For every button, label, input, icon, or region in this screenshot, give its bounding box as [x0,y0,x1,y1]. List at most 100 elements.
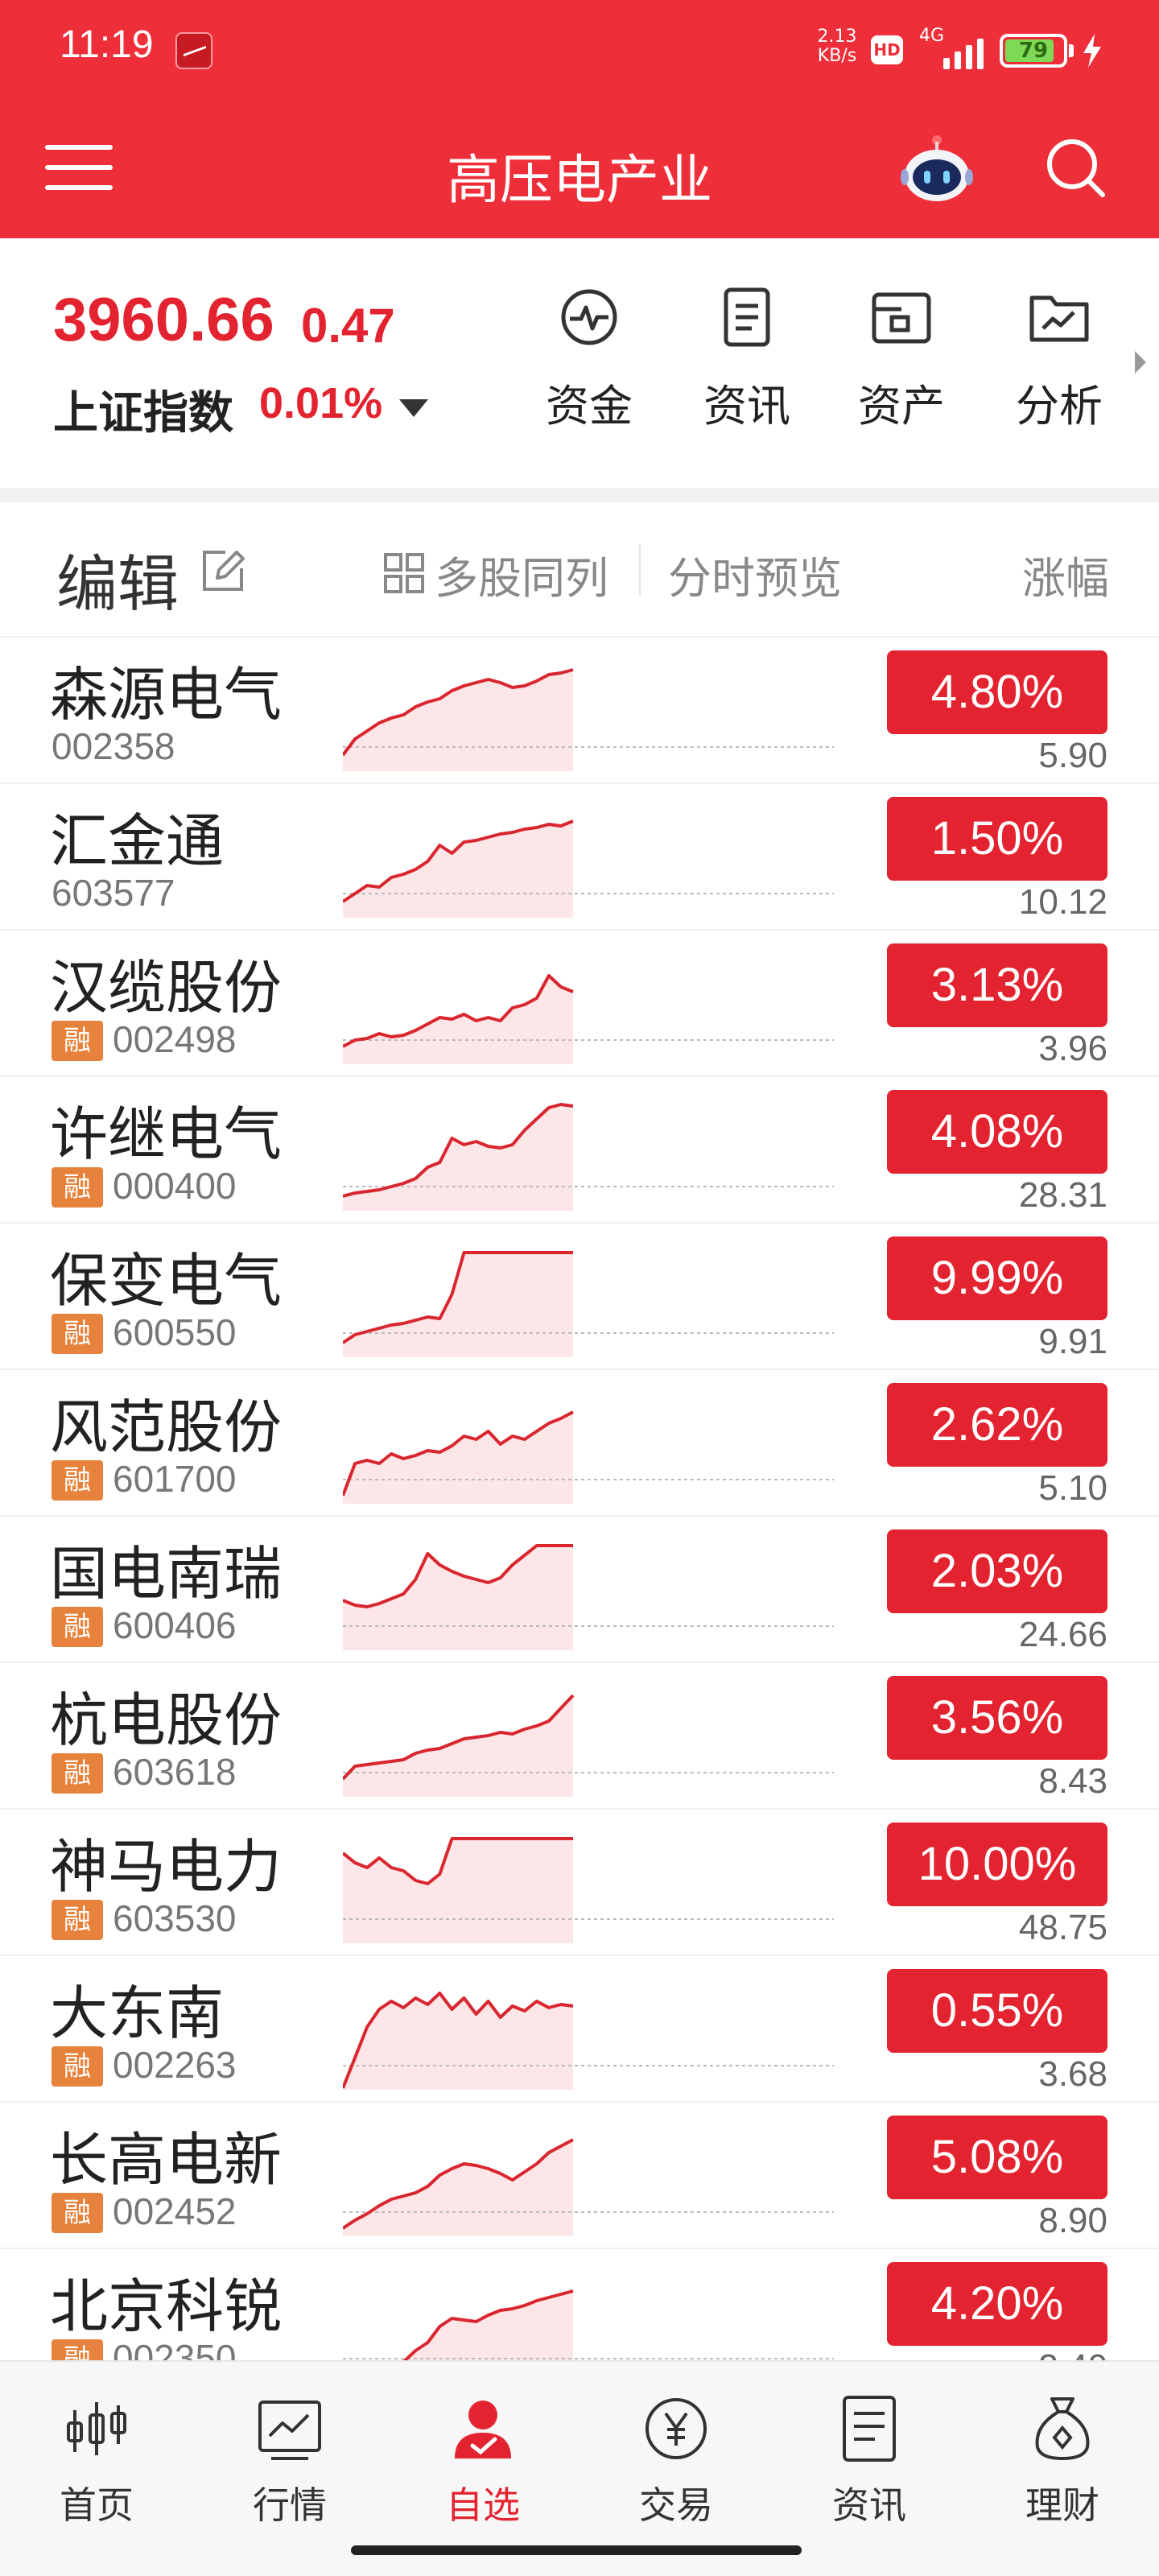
nav-label: 理财 [1025,2483,1099,2527]
home-indicator[interactable] [351,2545,802,2555]
intraday-sparkline [343,819,834,918]
grid-icon[interactable] [383,552,425,594]
change-percent-button[interactable]: 2.03% [887,1530,1107,1613]
intraday-sparkline [343,1251,834,1357]
change-percent-button[interactable]: 9.99% [887,1236,1107,1320]
quick-action-assets[interactable]: 资产 [837,287,966,434]
nav-market[interactable]: 行情 [193,2394,386,2529]
sparkline-line [343,1694,575,1781]
stock-name: 保变电气 [50,1247,283,1315]
sparkline-line [343,1251,573,1344]
change-percent-button[interactable]: 0.55% [887,1969,1107,2053]
signal-icon [919,32,988,69]
nav-label: 首页 [60,2483,134,2527]
nav-label: 行情 [253,2483,327,2527]
stock-row[interactable]: 大东南 融 002263 0.55% 3.68 [0,1956,1159,2103]
intraday-preview-button[interactable]: 分时预览 [668,553,842,604]
more-actions-arrow-icon[interactable] [1135,351,1146,374]
status-bar: 11:19 2.13 KB/s HD 4G 79 [0,0,1159,97]
stock-code: 600406 [113,1604,237,1646]
sparkline-line [402,2289,574,2360]
change-percent-button[interactable]: 10.00% [887,1823,1107,1906]
sparkline-line [343,974,574,1048]
stock-row[interactable]: 汇金通 603577 1.50% 10.12 [0,784,1159,931]
app-notification-icon [175,32,212,69]
news-doc-icon [843,2396,896,2462]
sparkline-area [343,976,573,1064]
index-dropdown-icon[interactable] [399,399,428,417]
intraday-sparkline [343,974,834,1064]
change-percent-button[interactable]: 3.13% [887,943,1107,1027]
stock-row[interactable]: 汉缆股份 融 002498 3.13% 3.96 [0,931,1159,1077]
intraday-sparkline [343,1837,834,1943]
robot-icon[interactable] [900,132,974,206]
nav-label: 资讯 [832,2483,906,2527]
margin-trading-badge: 融 [52,1460,103,1501]
network-type: 4G [919,26,945,46]
sparkline-area [343,2140,573,2236]
yen-coin-icon [645,2398,707,2459]
search-icon[interactable] [1043,135,1107,200]
stock-code: 603618 [113,1751,237,1793]
sparkline-line [343,1103,574,1198]
quick-action-funds[interactable]: 资金 [525,287,654,434]
status-time: 11:19 [60,23,154,66]
change-percent-button[interactable]: 2.62% [887,1383,1107,1467]
index-name[interactable]: 上证指数 [53,387,233,440]
stock-row[interactable]: 国电南瑞 融 600406 2.03% 24.66 [0,1517,1159,1663]
stock-row[interactable]: 杭电股份 融 603618 3.56% 8.43 [0,1663,1159,1810]
network-speed-value: 2.13 [817,27,857,47]
change-percent-button[interactable]: 4.80% [887,650,1107,734]
stock-code: 002263 [113,2044,237,2086]
nav-watchlist[interactable]: 自选 [386,2394,580,2529]
sparkline-line [343,1544,573,1608]
edit-button[interactable]: 编辑 [56,548,179,620]
intraday-sparkline [343,1544,834,1650]
stock-price: 10.12 [1018,882,1107,922]
pencil-icon[interactable] [198,546,248,596]
sort-by-change-button[interactable]: 涨幅 [1022,553,1109,604]
nav-news[interactable]: 资讯 [773,2394,966,2529]
index-value[interactable]: 3960.66 [53,286,274,354]
battery-icon: 79 [1000,34,1074,68]
sparkline-line [343,2138,574,2230]
margin-trading-badge: 融 [52,1314,103,1354]
change-percent-button[interactable]: 3.56% [887,1676,1107,1760]
change-percent-button[interactable]: 5.08% [887,2116,1107,2199]
stock-code: 002358 [52,725,175,767]
stock-row[interactable]: 长高电新 融 002452 5.08% 8.90 [0,2103,1159,2249]
quick-action-news[interactable]: 资讯 [683,287,811,434]
battery-level: 79 [1018,39,1049,63]
change-percent-button[interactable]: 4.20% [887,2262,1107,2346]
index-change-pct: 0.01% [259,379,383,427]
stock-row[interactable]: 神马电力 融 603530 10.00% 48.75 [0,1810,1159,1956]
stock-price: 3.68 [1038,2054,1107,2094]
stock-code: 002452 [113,2190,237,2232]
change-percent-button[interactable]: 1.50% [887,797,1107,881]
quick-action-analysis[interactable]: 分析 [995,287,1124,434]
stock-row[interactable]: 北京科锐 融 002350 4.20% 3.40 [0,2249,1159,2360]
stock-name: 北京科锐 [50,2273,283,2340]
stock-row[interactable]: 森源电气 002358 4.80% 5.90 [0,638,1159,784]
watchlist: 森源电气 002358 4.80% 5.90 汇金通 603577 1.50% … [0,638,1159,2360]
stock-row[interactable]: 风范股份 融 601700 2.62% 5.10 [0,1370,1159,1517]
section-divider [0,488,1159,502]
sparkline-line [343,1837,573,1885]
change-percent-button[interactable]: 4.08% [887,1090,1107,1174]
stock-row[interactable]: 保变电气 融 600550 9.99% 9.91 [0,1224,1159,1370]
margin-trading-badge: 融 [52,1607,103,1647]
multi-stock-button[interactable]: 多股同列 [435,553,608,604]
bottom-navigation: 首页 行情 自选 交易 资讯 [0,2360,1159,2576]
nav-trade[interactable]: 交易 [580,2394,773,2529]
nav-home[interactable]: 首页 [0,2394,193,2529]
sparkline-area [343,1839,573,1943]
stock-price: 5.10 [1038,1468,1107,1508]
document-icon [724,287,770,347]
hamburger-icon[interactable] [45,145,113,190]
stock-row[interactable]: 许继电气 融 000400 4.08% 28.31 [0,1077,1159,1224]
toolbar-separator [639,544,641,596]
nav-wealth[interactable]: 理财 [966,2394,1159,2529]
stock-price: 8.90 [1038,2201,1107,2240]
sparkline-area [343,1993,573,2090]
stock-price: 9.91 [1038,1322,1107,1361]
